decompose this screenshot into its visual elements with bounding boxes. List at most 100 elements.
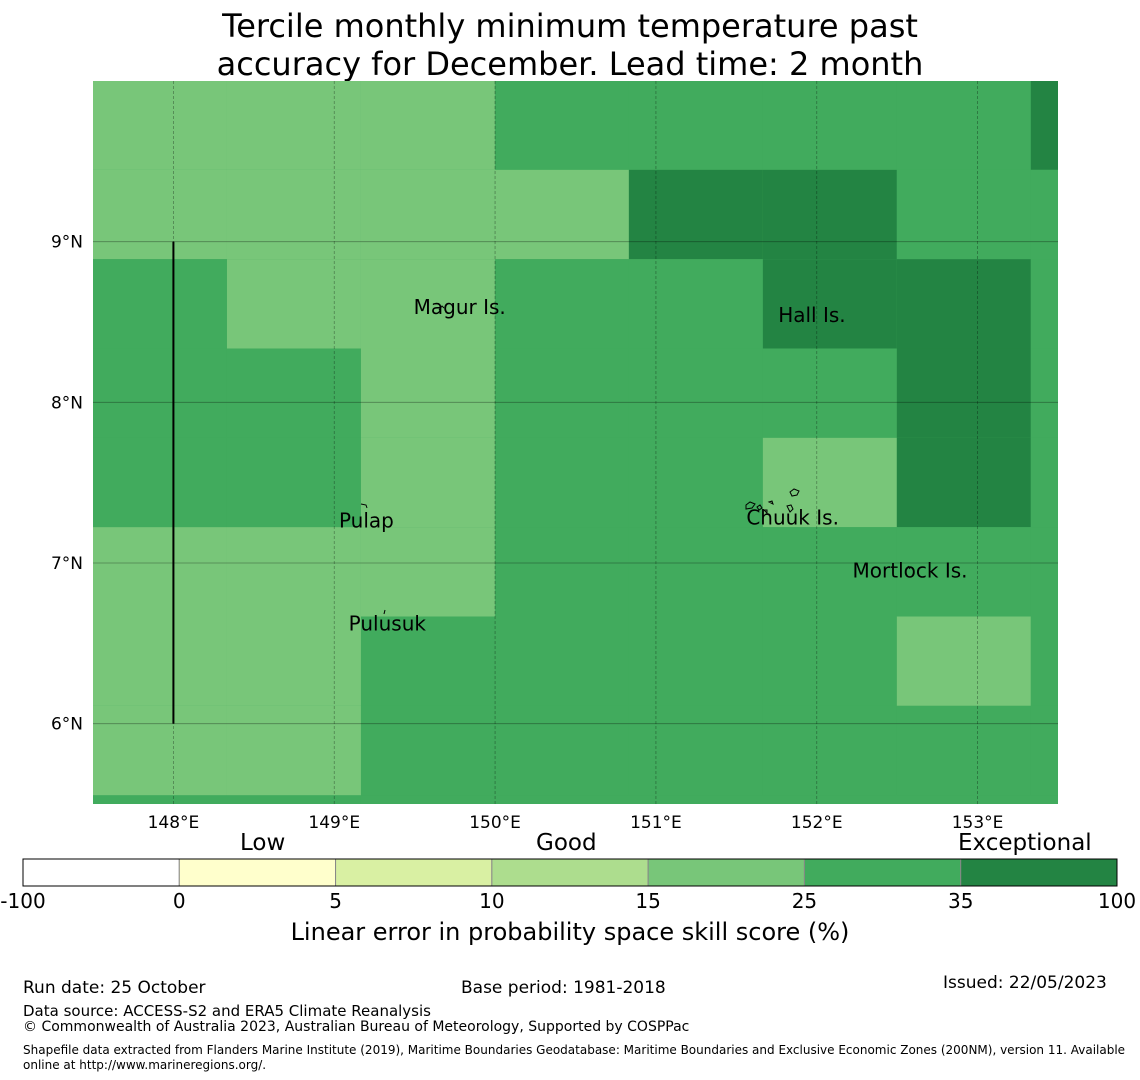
grid-cell: [494, 437, 629, 528]
colorbar-category-low: Low: [240, 830, 286, 856]
colorbar-category-good: Good: [536, 830, 597, 856]
latitude-tick-label: 8°N: [51, 393, 83, 413]
grid-cell: [226, 169, 361, 260]
pulap-island-outline: [360, 503, 368, 509]
grid-cell: [360, 81, 495, 170]
colorbar-tick-label: 5: [329, 889, 342, 913]
colorbar-tick-label: 25: [791, 889, 818, 913]
grid-cell: [1030, 348, 1058, 438]
grid-cell: [226, 616, 361, 706]
longitude-tick-label: 150°E: [469, 813, 521, 830]
grid-cell: [762, 169, 897, 260]
place-label: Mortlock Is.: [853, 558, 968, 582]
grid-cell: [896, 259, 1031, 349]
grid-cell: [628, 527, 763, 617]
colorbar-frame: [22, 858, 1118, 887]
pulusuk-island-outline: [383, 609, 386, 615]
place-labels: Magur Is. Hall Is. Pulap Chuuk Is. Mortlock …: [339, 295, 968, 636]
colorbar-tick-label: 15: [635, 889, 661, 913]
grid-cell: [226, 437, 361, 528]
data-source: Data source: ACCESS-S2 and ERA5 Climate …: [23, 1002, 431, 1020]
grid-cell: [628, 81, 763, 170]
latitude-tick-label: 9°N: [51, 233, 83, 253]
grid-cell: [93, 348, 227, 438]
grid-cell: [494, 527, 629, 617]
base-period: Base period: 1981-2018: [461, 978, 666, 998]
skill-grid-cells: [93, 81, 1058, 804]
colorbar: [22, 858, 1118, 887]
grid-cell: [896, 348, 1031, 438]
island-outlines: [360, 305, 911, 615]
grid-cell: [628, 169, 763, 260]
grid-cell: [93, 169, 227, 260]
grid-cell: [360, 437, 495, 528]
grid-cell: [762, 616, 897, 706]
grid-cell: [628, 437, 763, 528]
chuuk-island-outline: [745, 488, 800, 515]
grid-cell: [360, 527, 495, 617]
map-title-line-2: accuracy for December. Lead time: 2 mont…: [216, 45, 924, 83]
colorbar-segment: [22, 858, 180, 887]
grid-cell: [494, 259, 629, 349]
map-background-strip: [93, 796, 361, 804]
grid-cell: [226, 348, 361, 438]
place-label: Hall Is.: [778, 303, 845, 327]
grid-cell: [226, 81, 361, 170]
colorbar-segment: [178, 858, 337, 887]
grid-cell: [1030, 169, 1058, 260]
grid-cell: [93, 705, 227, 796]
grid-cell: [93, 527, 227, 617]
grid-cell: [494, 81, 629, 170]
colorbar-category-exceptional: Exceptional: [958, 830, 1092, 856]
issued-date: Issued: 22/05/2023: [943, 973, 1107, 993]
grid-cell: [93, 437, 227, 528]
grid-cell: [226, 259, 361, 349]
copyright-notice: © Commonwealth of Australia 2023, Austra…: [23, 1019, 690, 1035]
grid-cell: [360, 348, 495, 438]
colorbar-segment: [491, 858, 649, 887]
grid-cell: [762, 81, 897, 170]
grid-cell: [1030, 527, 1058, 617]
grid-cell: [896, 437, 1031, 528]
colorbar-tick-label: 35: [947, 889, 974, 913]
axis-tick-labels: 148°E 149°E 150°E 151°E 152°E 153°E 6°N 7°N 8°N 9…: [51, 233, 1003, 830]
place-label: Chuuk Is.: [746, 505, 839, 529]
colorbar-segment: [647, 858, 805, 887]
grid-cell: [762, 437, 897, 528]
longitude-tick-label: 151°E: [630, 813, 682, 830]
grid-cell: [360, 705, 495, 796]
grid-cell: [1030, 259, 1058, 349]
place-label: Pulap: [339, 509, 394, 533]
longitude-tick-label: 152°E: [791, 813, 843, 830]
colorbar-label: Linear error in probability space skill …: [290, 918, 850, 946]
place-label: Magur Is.: [414, 295, 506, 319]
grid-cell: [360, 259, 495, 349]
colorbar-segment: [335, 858, 493, 887]
place-label: Pulusuk: [349, 611, 427, 635]
grid-cell: [1030, 81, 1058, 170]
grid-cell: [226, 527, 361, 617]
grid-cell: [226, 705, 361, 796]
run-date: Run date: 25 October: [23, 978, 206, 998]
grid-cell: [628, 348, 763, 438]
colorbar-tick-label: -100: [0, 889, 46, 913]
grid-cell: [896, 705, 1031, 796]
grid-cell: [1030, 616, 1058, 706]
grid-cell: [494, 705, 629, 796]
grid-cell: [360, 616, 495, 706]
grid-cell: [1030, 437, 1058, 528]
colorbar-tick-label: 100: [1097, 889, 1137, 913]
grid-cell: [494, 169, 629, 260]
grid-cell: [896, 81, 1031, 170]
grid-cell: [628, 616, 763, 706]
magur-island-outline: [438, 305, 445, 311]
grid-cell: [494, 348, 629, 438]
colorbar-tick-label: 10: [479, 889, 505, 913]
latitude-tick-label: 7°N: [51, 554, 83, 574]
mortlock-island-outline: [907, 565, 911, 570]
longitude-tick-label: 149°E: [308, 813, 360, 830]
grid-cell: [762, 527, 897, 617]
grid-cell: [762, 348, 897, 438]
grid-cell: [628, 705, 763, 796]
grid-cell: [762, 705, 897, 796]
